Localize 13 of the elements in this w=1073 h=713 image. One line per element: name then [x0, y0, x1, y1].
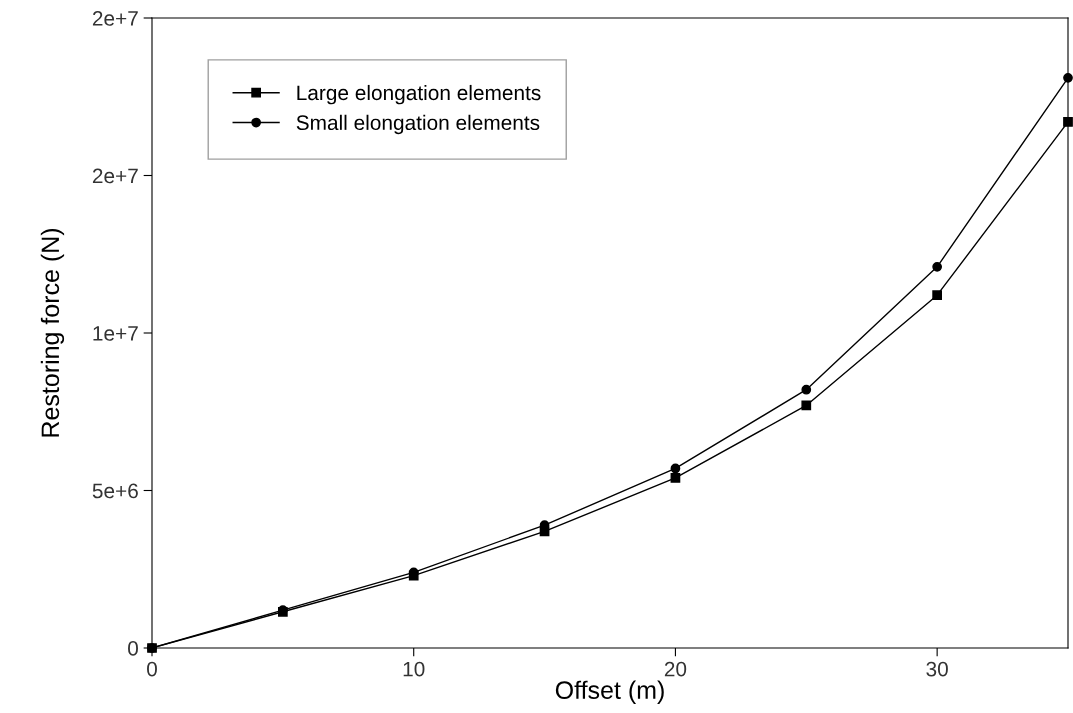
y-tick-label: 5e+6: [92, 483, 138, 499]
y-axis-title: Restoring force (N): [40, 228, 65, 437]
x-tick-label: 10: [403, 661, 425, 677]
y-tick-label: 1e+7: [93, 326, 138, 341]
x-tick-label: 30: [926, 661, 948, 677]
legend-label: Large elongation elements: [297, 84, 541, 105]
x-axis-title: Offset (m): [555, 680, 664, 704]
y-tick-label: 2e+7: [92, 11, 138, 26]
y-tick-label: 2e+7: [92, 168, 138, 184]
y-tick-label: 0: [128, 641, 138, 656]
legend-label: Small elongation elements: [296, 114, 540, 135]
x-tick-label: 0: [147, 661, 157, 677]
x-tick-label: 20: [664, 661, 687, 677]
